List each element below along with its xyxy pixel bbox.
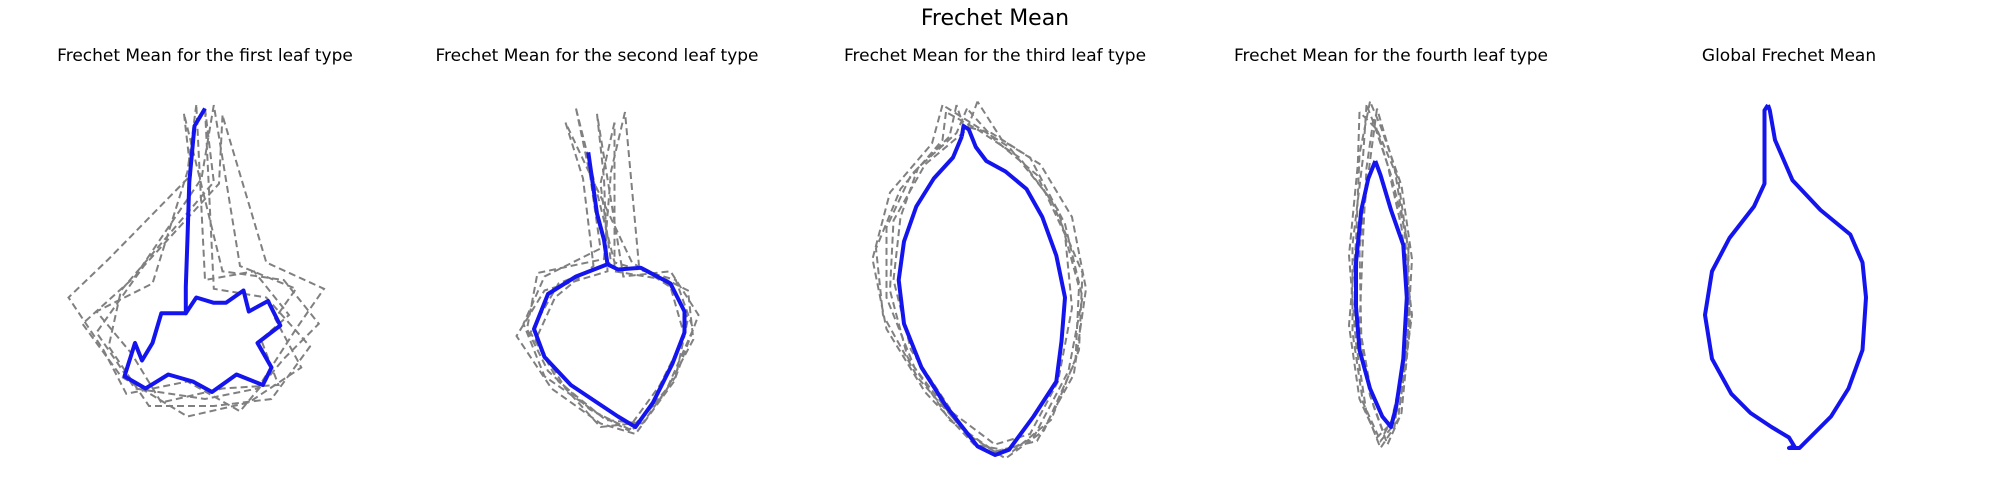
sample-curve-3 [107,108,312,407]
sample-curve-3 [874,111,1081,460]
plot-area [1347,101,1414,451]
figure-title: Frechet Mean [920,6,1070,31]
plot-area [871,100,1088,460]
panel-title: Frechet Mean for the first leaf type [57,46,353,66]
sample-curve-1 [1351,104,1410,443]
frechet-mean-curve [1703,103,1868,450]
panel-title: Frechet Mean for the third leaf type [843,46,1147,66]
sample-curve-1 [94,104,291,404]
sample-curve-5 [871,104,1084,453]
plot-area [515,108,700,436]
sample-curve-4 [534,122,686,429]
plot-area [1703,103,1868,450]
panel-first-leaf: Frechet Mean for the first leaf type [10,46,400,486]
sample-curve-2 [888,100,1088,453]
sample-curve-5 [95,115,326,401]
frechet-mean-curve [1354,160,1409,429]
panel-title: Global Frechet Mean [1701,46,1877,66]
panel-title: Frechet Mean for the second leaf type [435,46,759,66]
plot-area [67,104,326,418]
panel-second-leaf: Frechet Mean for the second leaf type [402,46,792,486]
frechet-mean-curve [122,107,283,394]
panel-third-leaf: Frechet Mean for the third leaf type [800,46,1190,486]
sample-curve-5 [525,111,695,432]
sample-curve-3 [515,113,700,436]
sample-curve-4 [1358,118,1414,437]
frechet-mean-curve [896,124,1067,457]
sample-curve-4 [67,113,321,413]
panel-global-mean: Global Frechet Mean [1594,46,1984,486]
panel-title: Frechet Mean for the fourth leaf type [1233,46,1549,66]
frechet-mean-curve [532,152,687,429]
sample-curve-3 [1347,111,1410,451]
sample-curve-5 [1347,101,1414,440]
panel-fourth-leaf: Frechet Mean for the fourth leaf type [1196,46,1586,486]
